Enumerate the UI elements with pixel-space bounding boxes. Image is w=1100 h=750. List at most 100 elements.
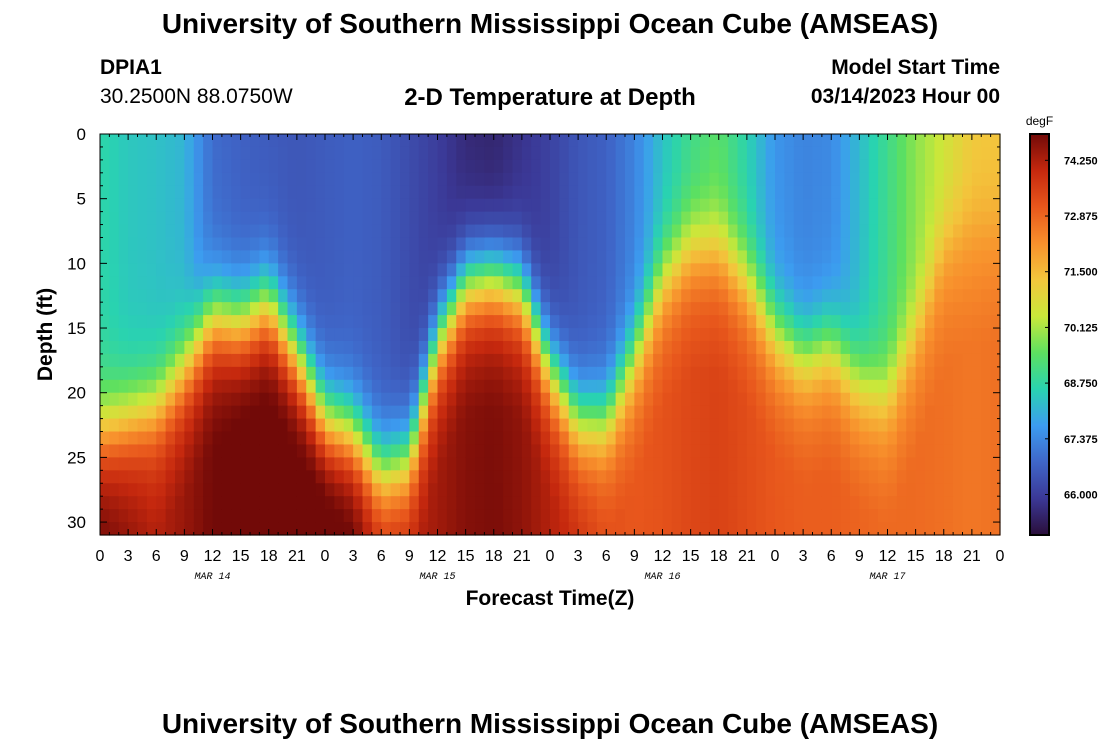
heatmap-cell [568, 418, 579, 433]
x-tick-label: 18 [485, 548, 503, 565]
heatmap-cell [812, 224, 823, 239]
heatmap-cell [878, 276, 889, 290]
heatmap-cell [259, 263, 270, 277]
heatmap-cell [700, 289, 710, 303]
heatmap-cell [343, 522, 354, 536]
heatmap-cell [578, 379, 589, 394]
heatmap-cell [690, 483, 701, 497]
heatmap-cell [315, 198, 326, 213]
heatmap-cell [250, 185, 260, 200]
heatmap-cell [850, 172, 860, 187]
heatmap-cell [981, 366, 992, 381]
heatmap-cell [850, 405, 860, 420]
heatmap-cell [531, 522, 542, 536]
station-coords: 30.2500N 88.0750W [100, 85, 293, 108]
heatmap-cell [906, 457, 917, 471]
heatmap-cell [109, 457, 120, 471]
heatmap-cell [278, 159, 289, 174]
heatmap-cell [925, 315, 935, 329]
heatmap-cell [531, 224, 542, 239]
heatmap-cell [718, 418, 729, 433]
heatmap-cell [737, 418, 748, 433]
heatmap-cell [343, 366, 354, 381]
heatmap-cell [540, 392, 551, 407]
colorbar-tick-label: 66.000 [1064, 489, 1098, 501]
heatmap-cell [840, 211, 851, 226]
heatmap-cell [456, 405, 467, 420]
heatmap-cell [381, 444, 392, 458]
heatmap-cell [700, 353, 710, 368]
heatmap-cell [756, 392, 767, 407]
heatmap-cell [212, 392, 223, 407]
heatmap-cell [446, 302, 457, 316]
heatmap-cell [840, 328, 851, 342]
heatmap-cell [953, 146, 964, 161]
heatmap-cell [718, 224, 729, 239]
heatmap-cell [746, 431, 757, 446]
heatmap-cell [109, 250, 120, 264]
heatmap-cell [615, 366, 626, 381]
heatmap-cell [109, 289, 120, 303]
heatmap-cell [868, 146, 879, 161]
heatmap-cell [362, 340, 373, 355]
heatmap-cell [484, 146, 495, 161]
heatmap-cell [821, 185, 832, 200]
heatmap-cell [859, 522, 870, 536]
heatmap-cell [625, 276, 635, 290]
heatmap-cell [990, 431, 1001, 446]
heatmap-cell [700, 146, 710, 161]
heatmap-cell [643, 353, 654, 368]
heatmap-cell [690, 444, 701, 458]
heatmap-cell [953, 379, 964, 394]
heatmap-cell [325, 470, 335, 484]
heatmap-cell [915, 405, 926, 420]
heatmap-cell [953, 289, 964, 303]
heatmap-cell [915, 328, 926, 342]
heatmap-cell [456, 198, 467, 213]
heatmap-cell [418, 134, 429, 148]
heatmap-cell [409, 496, 420, 510]
heatmap-cell [109, 470, 120, 484]
heatmap-cell [643, 405, 654, 420]
heatmap-cell [550, 496, 560, 510]
heatmap-cell [371, 392, 382, 407]
heatmap-cell [475, 185, 485, 200]
heatmap-cell [250, 302, 260, 316]
heatmap-cell [812, 315, 823, 329]
heatmap-cell [484, 159, 495, 174]
heatmap-cell [268, 392, 279, 407]
heatmap-cell [971, 237, 982, 252]
heatmap-cell [250, 366, 260, 381]
heatmap-cell [700, 315, 710, 329]
heatmap-cell [118, 198, 129, 213]
heatmap-cell [634, 172, 645, 187]
heatmap-cell [653, 250, 664, 264]
heatmap-cell [793, 198, 804, 213]
heatmap-cell [690, 340, 701, 355]
heatmap-cell [184, 198, 195, 213]
heatmap-cell [550, 198, 560, 213]
heatmap-cell [231, 522, 242, 536]
heatmap-cell [850, 211, 860, 226]
heatmap-cell [465, 198, 476, 213]
heatmap-cell [343, 185, 354, 200]
heatmap-cell [990, 444, 1001, 458]
heatmap-cell [859, 185, 870, 200]
heatmap-cell [643, 185, 654, 200]
heatmap-cell [193, 328, 204, 342]
heatmap-cell [718, 276, 729, 290]
heatmap-cell [306, 496, 317, 510]
heatmap-cell [456, 146, 467, 161]
heatmap-cell [390, 522, 401, 536]
heatmap-cell [559, 366, 570, 381]
heatmap-cell [137, 340, 148, 355]
x-tick-label: 21 [288, 548, 306, 565]
heatmap-cell [203, 340, 214, 355]
heatmap-cell [156, 483, 167, 497]
heatmap-cell [681, 457, 692, 471]
heatmap-cell [250, 522, 260, 536]
heatmap-cell [943, 263, 954, 277]
heatmap-cell [737, 366, 748, 381]
heatmap-cell [643, 315, 654, 329]
heatmap-cell [850, 302, 860, 316]
